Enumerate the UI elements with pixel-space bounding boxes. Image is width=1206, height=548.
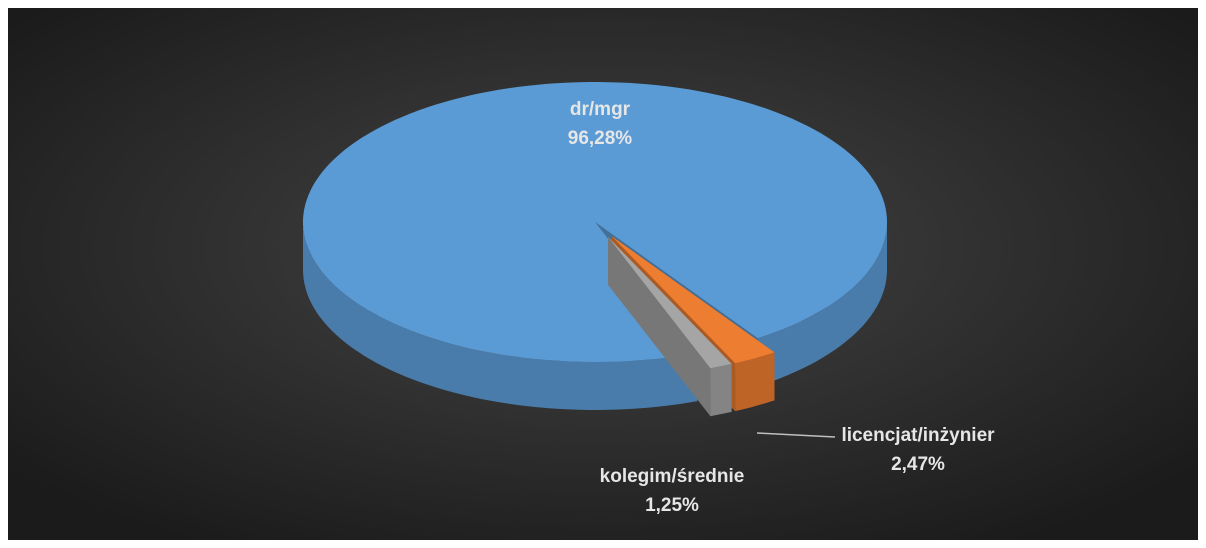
slice-rim	[303, 222, 698, 410]
slice	[608, 237, 732, 369]
data-label-value: 1,25%	[645, 495, 699, 516]
slice-rim	[757, 222, 887, 387]
data-label-name: licencjat/inżynier	[841, 425, 995, 446]
data-label-value: 96,28%	[568, 128, 633, 149]
data-label-value: 2,47%	[891, 454, 945, 475]
leader-line	[756, 432, 836, 438]
slice	[611, 236, 775, 364]
data-label-name: kolegim/średnie	[600, 466, 745, 487]
slice-side	[608, 237, 711, 417]
data-label-name: dr/mgr	[570, 99, 631, 120]
slice	[303, 82, 887, 362]
slice-rim	[735, 352, 775, 412]
slice-rim	[710, 363, 732, 417]
